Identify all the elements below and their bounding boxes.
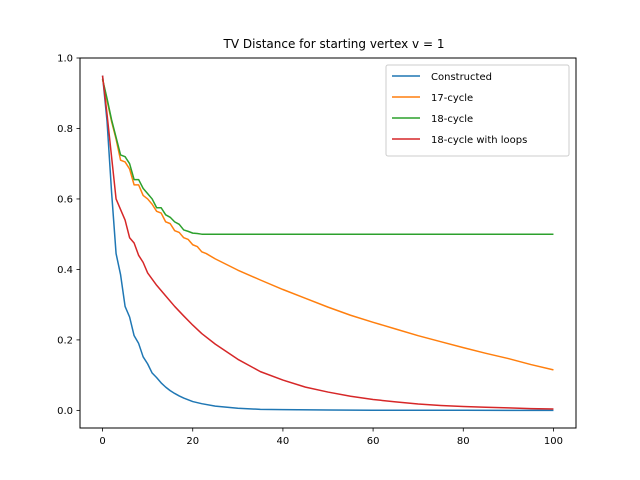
legend: Constructed 17-cycle 18-cycle 18-cycle with…	[385, 64, 570, 157]
y-tick-label: 0.4	[57, 265, 73, 276]
plot-lines	[101, 75, 554, 412]
series-line-2	[101, 78, 554, 235]
x-tick-label: 60	[367, 436, 380, 447]
x-tick-label: 100	[544, 436, 563, 447]
x-tick-label: 20	[186, 436, 199, 447]
legend-label-2: 18-cycle	[431, 114, 473, 125]
y-tick-label: 1.0	[57, 54, 73, 65]
legend-label-1: 17-cycle	[431, 93, 473, 104]
x-tick-label: 40	[277, 436, 290, 447]
x-tick-label: 0	[99, 436, 105, 447]
plot-frame	[79, 57, 577, 429]
y-tick-label: 0.0	[57, 406, 73, 417]
y-tick-label: 0.2	[57, 335, 73, 346]
series-line-1	[101, 78, 554, 371]
y-tick-label: 0.8	[57, 124, 73, 135]
series-line-3	[101, 75, 554, 410]
series-line-0	[101, 75, 554, 412]
legend-label-3: 18-cycle with loops	[431, 135, 527, 146]
y-axis: 0.0 0.2 0.4 0.6 0.8 1.0	[57, 54, 80, 417]
chart-title: TV Distance for starting vertex v = 1	[223, 37, 445, 51]
x-axis: 0 20 40 60 80 100	[99, 428, 563, 447]
x-tick-label: 80	[457, 436, 470, 447]
legend-label-0: Constructed	[431, 72, 492, 83]
y-tick-label: 0.6	[57, 194, 73, 205]
legend-box	[385, 64, 570, 157]
